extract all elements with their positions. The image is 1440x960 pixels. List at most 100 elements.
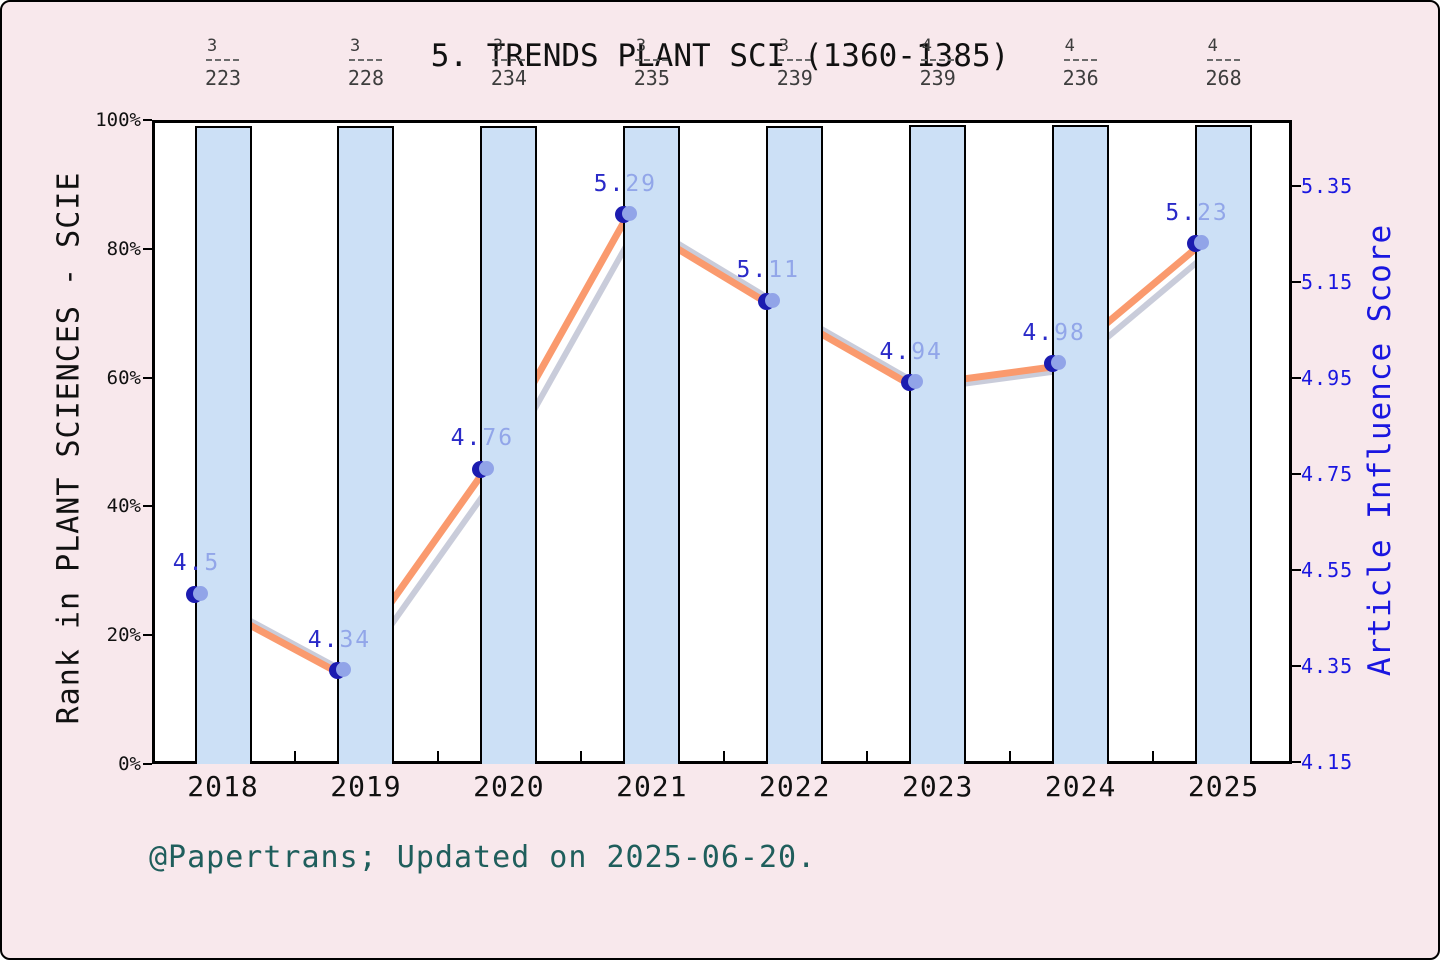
bar-2019 <box>337 126 395 764</box>
left-tick-mark <box>143 119 152 121</box>
value-label-2021: 5.29 <box>594 171 657 197</box>
right-tick-label: 4.35 <box>1301 654 1354 678</box>
value-label-strong: 4. <box>1022 319 1055 346</box>
left-tick-label: 100% <box>95 109 141 131</box>
fraction-denominator: 268 <box>1205 66 1242 90</box>
fraction-rule <box>1063 59 1097 61</box>
x-minor-tick <box>437 751 440 762</box>
data-point-highlight <box>1193 235 1209 251</box>
value-label-strong: 5. <box>736 257 769 284</box>
right-tick-mark <box>1292 185 1301 187</box>
bar-2024 <box>1052 124 1110 764</box>
left-tick-mark <box>143 763 152 765</box>
data-point-2020 <box>471 460 494 478</box>
left-tick-label: 0% <box>118 753 141 775</box>
fraction-numerator: 3 <box>492 36 504 56</box>
fraction-denominator: 239 <box>919 66 956 90</box>
value-label-strong: 5. <box>593 170 626 197</box>
bar-2021 <box>623 126 681 764</box>
right-tick-label: 5.15 <box>1301 270 1354 294</box>
left-tick-mark <box>143 247 152 250</box>
fraction-denominator: 239 <box>776 66 813 90</box>
value-label-faded: 29 <box>625 170 658 197</box>
value-label-2023: 4.94 <box>879 339 942 365</box>
fraction-rule <box>777 59 811 61</box>
right-tick-label: 4.75 <box>1301 462 1354 486</box>
value-label-faded: 76 <box>482 425 515 452</box>
fraction-rule <box>634 59 668 61</box>
data-point-2023 <box>900 374 923 392</box>
x-minor-tick <box>580 751 583 762</box>
left-tick-label: 80% <box>106 237 141 260</box>
chart-title: 5. TRENDS PLANT SCI (1360-1385) <box>430 38 1010 74</box>
rank-fraction-2018: 3 223 <box>203 36 247 89</box>
data-point-2022 <box>757 292 780 310</box>
x-tick-2023: 2023 <box>901 770 974 803</box>
x-tick-2018: 2018 <box>187 770 259 803</box>
data-point-highlight <box>1050 355 1066 371</box>
value-label-strong: 5. <box>1165 199 1198 226</box>
credit-text: @Papertrans; Updated on 2025-06-20. <box>149 840 817 875</box>
left-tick-label: 20% <box>106 624 141 647</box>
rank-fraction-2021: 3 235 <box>632 36 676 89</box>
bar-2018 <box>194 126 252 764</box>
fraction-rule <box>206 59 239 61</box>
value-label-faded: 34 <box>339 626 372 653</box>
bar-2022 <box>766 126 824 764</box>
fraction-numerator: 3 <box>349 36 361 56</box>
left-tick-label: 60% <box>106 366 141 389</box>
rank-fraction-2024: 4 236 <box>1061 36 1105 89</box>
fraction-numerator: 4 <box>921 36 932 56</box>
data-point-2019 <box>328 662 351 680</box>
data-point-highlight <box>621 206 637 222</box>
value-label-2022: 5.11 <box>737 257 800 283</box>
value-label-strong: 4. <box>450 425 483 452</box>
data-point-highlight <box>335 662 351 678</box>
x-minor-tick <box>1009 751 1012 762</box>
bar-2025 <box>1195 125 1253 764</box>
value-label-strong: 4. <box>172 550 205 576</box>
bar-2020 <box>480 126 538 764</box>
value-label-2019: 4.34 <box>308 627 371 653</box>
x-tick-2019: 2019 <box>330 770 402 803</box>
fraction-numerator: 3 <box>635 36 647 56</box>
right-tick-mark <box>1292 377 1301 379</box>
fraction-denominator: 234 <box>490 66 527 90</box>
fraction-denominator: 236 <box>1062 66 1099 90</box>
fraction-rule <box>491 59 525 61</box>
value-label-2024: 4.98 <box>1022 320 1085 346</box>
right-tick-mark <box>1292 665 1301 667</box>
right-tick-label: 4.95 <box>1301 366 1354 390</box>
data-point-2024 <box>1043 355 1066 373</box>
value-label-strong: 4. <box>879 338 912 365</box>
rank-fraction-2023: 4 239 <box>918 36 962 89</box>
right-tick-label: 5.35 <box>1301 174 1354 198</box>
fraction-denominator: 228 <box>347 66 384 90</box>
value-label-2018: 4.5 <box>173 550 221 576</box>
left-tick-mark <box>143 634 152 637</box>
x-minor-tick <box>294 751 297 762</box>
rank-fraction-2025: 4 268 <box>1204 36 1248 89</box>
x-tick-2024: 2024 <box>1044 770 1117 803</box>
x-minor-tick <box>723 751 726 762</box>
right-tick-label: 4.15 <box>1301 750 1354 774</box>
x-tick-2022: 2022 <box>759 770 831 803</box>
fraction-numerator: 4 <box>1207 36 1218 56</box>
data-point-2018 <box>186 585 208 603</box>
data-point-2021 <box>614 206 637 224</box>
x-tick-2020: 2020 <box>473 770 545 803</box>
left-tick-label: 40% <box>106 495 141 518</box>
fraction-denominator: 223 <box>204 66 242 90</box>
x-tick-2021: 2021 <box>616 770 688 803</box>
line-series-svg <box>194 214 1216 680</box>
left-tick-mark <box>143 505 152 508</box>
right-tick-mark <box>1292 569 1301 571</box>
data-point-2025 <box>1186 235 1209 253</box>
value-label-2025: 5.23 <box>1165 200 1228 226</box>
fraction-rule <box>348 59 382 61</box>
right-tick-label: 4.55 <box>1301 558 1354 582</box>
rank-fraction-2020: 3 234 <box>489 36 533 89</box>
value-label-faded: 94 <box>911 338 943 365</box>
left-tick-mark <box>143 376 152 379</box>
